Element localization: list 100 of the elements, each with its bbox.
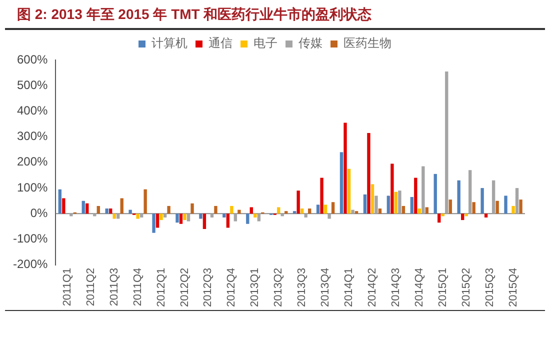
x-tick-label: 2012Q4 <box>226 268 238 308</box>
bar <box>93 214 96 216</box>
bar <box>304 214 308 218</box>
bar <box>402 206 406 214</box>
bar <box>390 164 394 214</box>
bar <box>163 214 167 218</box>
bar <box>250 207 253 214</box>
x-tick-label: 2012Q2 <box>178 268 191 308</box>
bar <box>363 194 367 214</box>
y-tick-label: 0% <box>30 206 48 220</box>
legend-label: 电子 <box>254 36 278 50</box>
bar <box>105 208 108 214</box>
bar <box>167 206 170 214</box>
bar <box>230 206 234 214</box>
bar <box>354 211 358 214</box>
x-tick-label: 2015Q4 <box>507 268 520 308</box>
bar <box>374 196 378 214</box>
bar <box>434 174 437 214</box>
legend-label: 医药生物 <box>344 36 392 50</box>
x-tick-label: 2013Q1 <box>249 268 262 308</box>
bar <box>441 214 444 216</box>
x-tick-label: 2015Q2 <box>460 268 472 308</box>
bar <box>82 200 85 214</box>
bar <box>394 192 398 214</box>
bar <box>214 206 218 214</box>
x-tick-label: 2011Q2 <box>84 268 97 306</box>
x-tick-label: 2014Q2 <box>366 268 379 308</box>
bar <box>226 214 230 228</box>
legend-label: 传媒 <box>298 36 322 50</box>
bar <box>480 188 484 214</box>
bar <box>460 214 464 220</box>
bar <box>160 214 163 220</box>
x-tick-label: 2012Q3 <box>202 268 214 308</box>
bar <box>156 214 160 228</box>
x-tick-label: 2015Q3 <box>484 268 496 308</box>
bar <box>468 170 472 214</box>
x-tick-label: 2011Q1 <box>61 268 74 306</box>
bar <box>186 214 190 222</box>
bar <box>277 207 280 214</box>
bar <box>140 214 144 218</box>
legend-label: 通信 <box>208 36 232 50</box>
bar <box>280 214 284 216</box>
bar <box>222 214 226 218</box>
bar <box>284 211 288 214</box>
bar <box>190 203 194 214</box>
bar <box>351 210 354 214</box>
bar <box>179 214 183 224</box>
bar <box>152 214 156 233</box>
bar <box>492 180 496 214</box>
bar <box>183 214 186 220</box>
bar <box>292 211 296 214</box>
bar <box>254 214 257 218</box>
bar <box>128 210 132 214</box>
bar <box>378 208 382 214</box>
y-tick-label: 200% <box>16 154 48 169</box>
bar <box>370 184 374 214</box>
bar <box>425 207 429 214</box>
x-tick-label: 2012Q1 <box>155 268 168 308</box>
bar <box>176 214 179 223</box>
x-tick-label: 2011Q3 <box>108 268 120 306</box>
bar <box>422 166 425 214</box>
bar <box>308 208 312 214</box>
bar <box>438 214 441 223</box>
bar <box>109 208 112 214</box>
bar <box>448 200 452 214</box>
bar <box>344 122 347 214</box>
x-tick-label: 2014Q1 <box>343 268 356 308</box>
bar <box>472 202 476 214</box>
bar <box>331 202 335 214</box>
bar <box>86 203 89 214</box>
bar <box>414 178 418 214</box>
bar <box>116 214 120 219</box>
bar <box>496 200 499 214</box>
bar <box>457 180 460 214</box>
y-tick-label: -100% <box>13 232 48 246</box>
bar <box>464 214 468 216</box>
bar <box>300 208 304 214</box>
bar <box>340 152 344 214</box>
x-tick-label: 2015Q1 <box>436 268 449 308</box>
x-tick-label: 2013Q3 <box>296 268 308 308</box>
bar <box>445 72 448 214</box>
bar <box>512 206 515 214</box>
bar <box>144 189 147 214</box>
bar <box>202 214 206 230</box>
chart-title: 图 2: 2013 年至 2015 年 TMT 和医药行业牛市的盈利状态 <box>5 0 545 30</box>
y-tick-label: 300% <box>16 129 48 144</box>
bar <box>320 178 324 214</box>
x-tick-label: 2011Q4 <box>132 268 144 306</box>
bar <box>96 206 100 214</box>
bar <box>484 214 488 218</box>
y-tick-label: 400% <box>16 104 48 118</box>
bar <box>210 214 214 218</box>
bar <box>410 196 414 214</box>
x-tick-label: 2014Q3 <box>390 268 402 308</box>
bar <box>238 210 241 214</box>
x-tick-label: 2013Q4 <box>320 268 332 308</box>
bar <box>199 214 202 219</box>
bar <box>398 190 402 214</box>
y-tick-label: 100% <box>16 180 48 194</box>
bar <box>234 214 238 222</box>
